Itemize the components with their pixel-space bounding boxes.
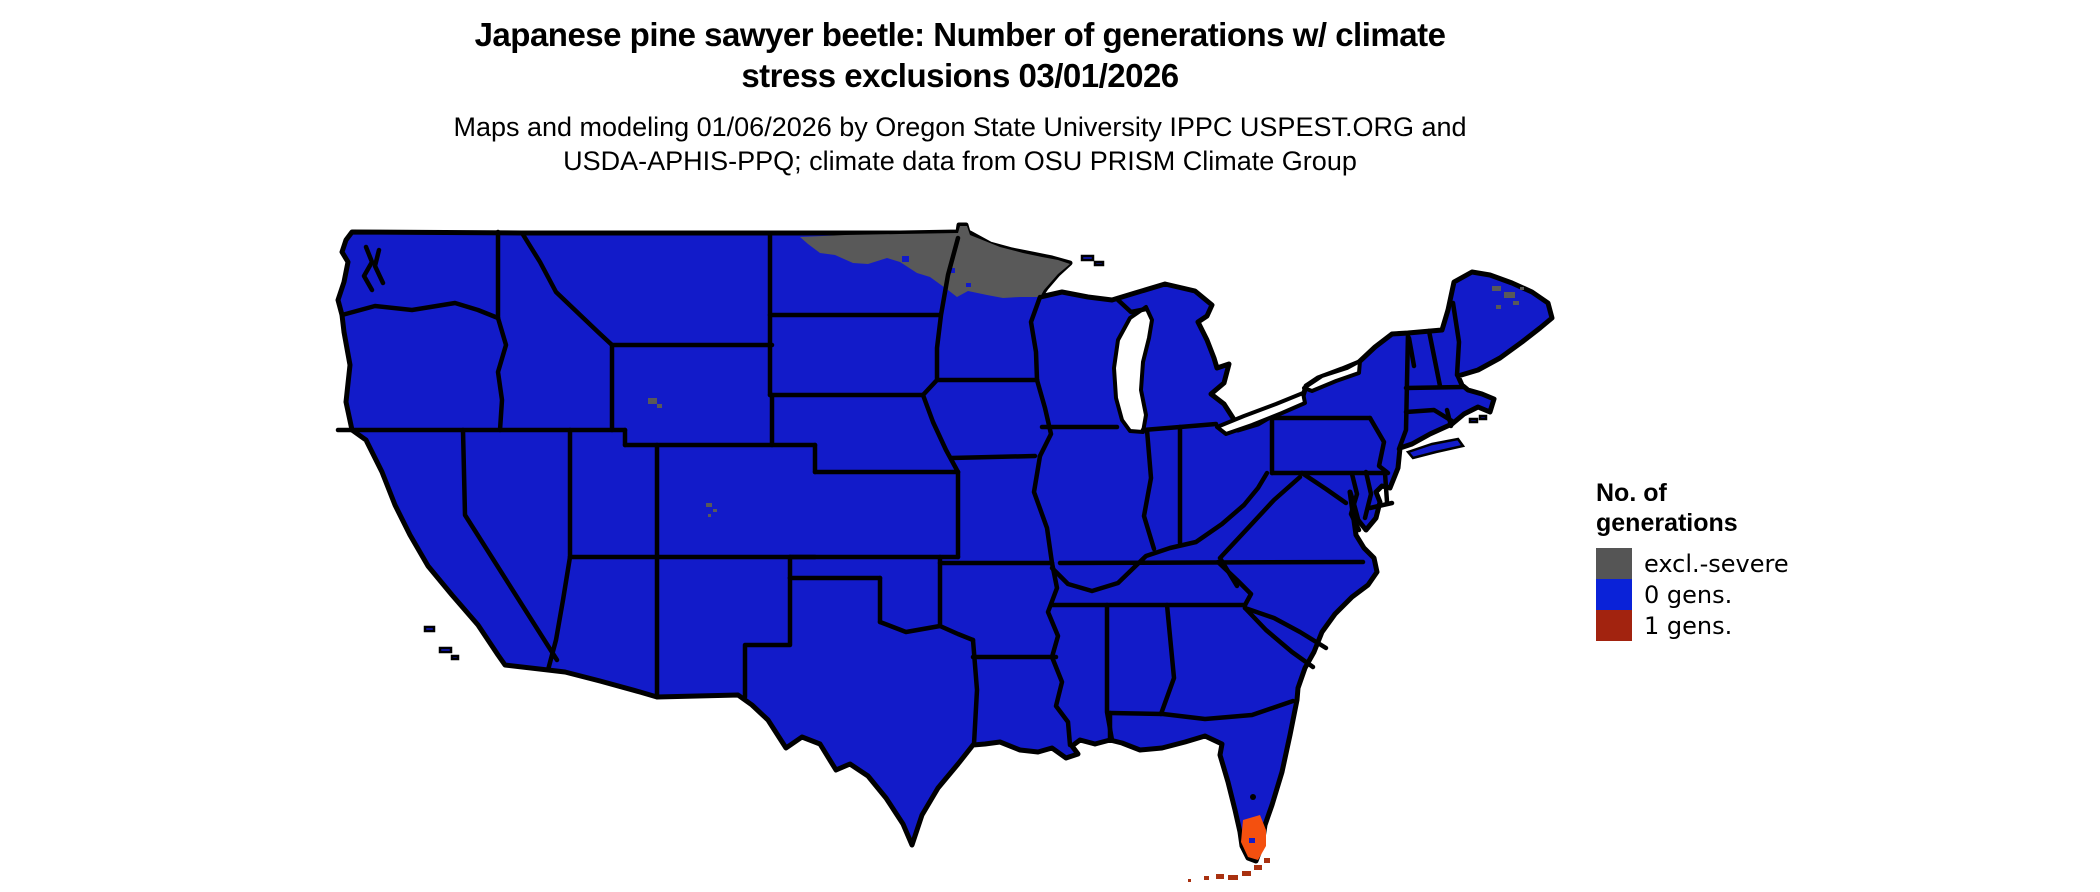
legend-title: No. of generations — [1596, 478, 1826, 538]
legend: No. of generations excl.-severe 0 gens. … — [1596, 478, 1826, 641]
legend-label-excl-severe: excl.-severe — [1644, 549, 1789, 578]
legend-rows: excl.-severe 0 gens. 1 gens. — [1596, 548, 1826, 641]
title-line-2: stress exclusions 03/01/2026 — [741, 57, 1179, 94]
legend-row-0-gens: 0 gens. — [1596, 579, 1826, 610]
lake-ontario — [1302, 359, 1362, 393]
lake-okeechobee — [1250, 794, 1256, 800]
isle-royale — [1093, 260, 1105, 267]
state-borders — [335, 229, 1466, 748]
subtitle-line-2: USDA-APHIS-PPQ; climate data from OSU PR… — [563, 146, 1357, 176]
region-one-gen-south-florida — [1241, 815, 1266, 860]
channel-island — [438, 646, 453, 654]
title-line-1: Japanese pine sawyer beetle: Number of g… — [474, 16, 1446, 53]
nantucket — [1468, 417, 1479, 424]
legend-row-excl-severe: excl.-severe — [1596, 548, 1826, 579]
channel-island — [423, 625, 436, 633]
marthas-vineyard — [1478, 414, 1488, 421]
lake-erie — [1215, 391, 1307, 436]
legend-label-1-gens: 1 gens. — [1644, 611, 1733, 640]
page-title: Japanese pine sawyer beetle: Number of g… — [0, 14, 1920, 96]
lakes-in-gray-region — [902, 256, 971, 287]
lake-in-florida-tip — [1249, 838, 1255, 843]
legend-swatch-1-gens — [1596, 610, 1632, 641]
legend-row-1-gens: 1 gens. — [1596, 610, 1826, 641]
islands — [423, 254, 1488, 661]
header: Japanese pine sawyer beetle: Number of g… — [0, 14, 1920, 178]
legend-title-line-1: No. of — [1596, 479, 1667, 507]
legend-swatch-0-gens — [1596, 579, 1632, 610]
region-florida-keys — [1188, 858, 1270, 882]
lake-michigan — [1112, 305, 1154, 434]
isle-royale — [1080, 254, 1095, 262]
region-excl-severe-rockies-specks — [648, 398, 717, 517]
channel-island — [450, 654, 460, 661]
page-subtitle: Maps and modeling 01/06/2026 by Oregon S… — [0, 110, 1920, 178]
long-island — [1405, 437, 1466, 460]
legend-swatch-excl-severe — [1596, 548, 1632, 579]
subtitle-line-1: Maps and modeling 01/06/2026 by Oregon S… — [453, 112, 1467, 142]
region-excl-severe-minnesota — [800, 226, 1070, 298]
legend-title-line-2: generations — [1596, 509, 1738, 537]
region-excl-severe-maine-specks — [1492, 286, 1524, 309]
legend-label-0-gens: 0 gens. — [1644, 580, 1733, 609]
conus-landmass — [335, 222, 1555, 864]
